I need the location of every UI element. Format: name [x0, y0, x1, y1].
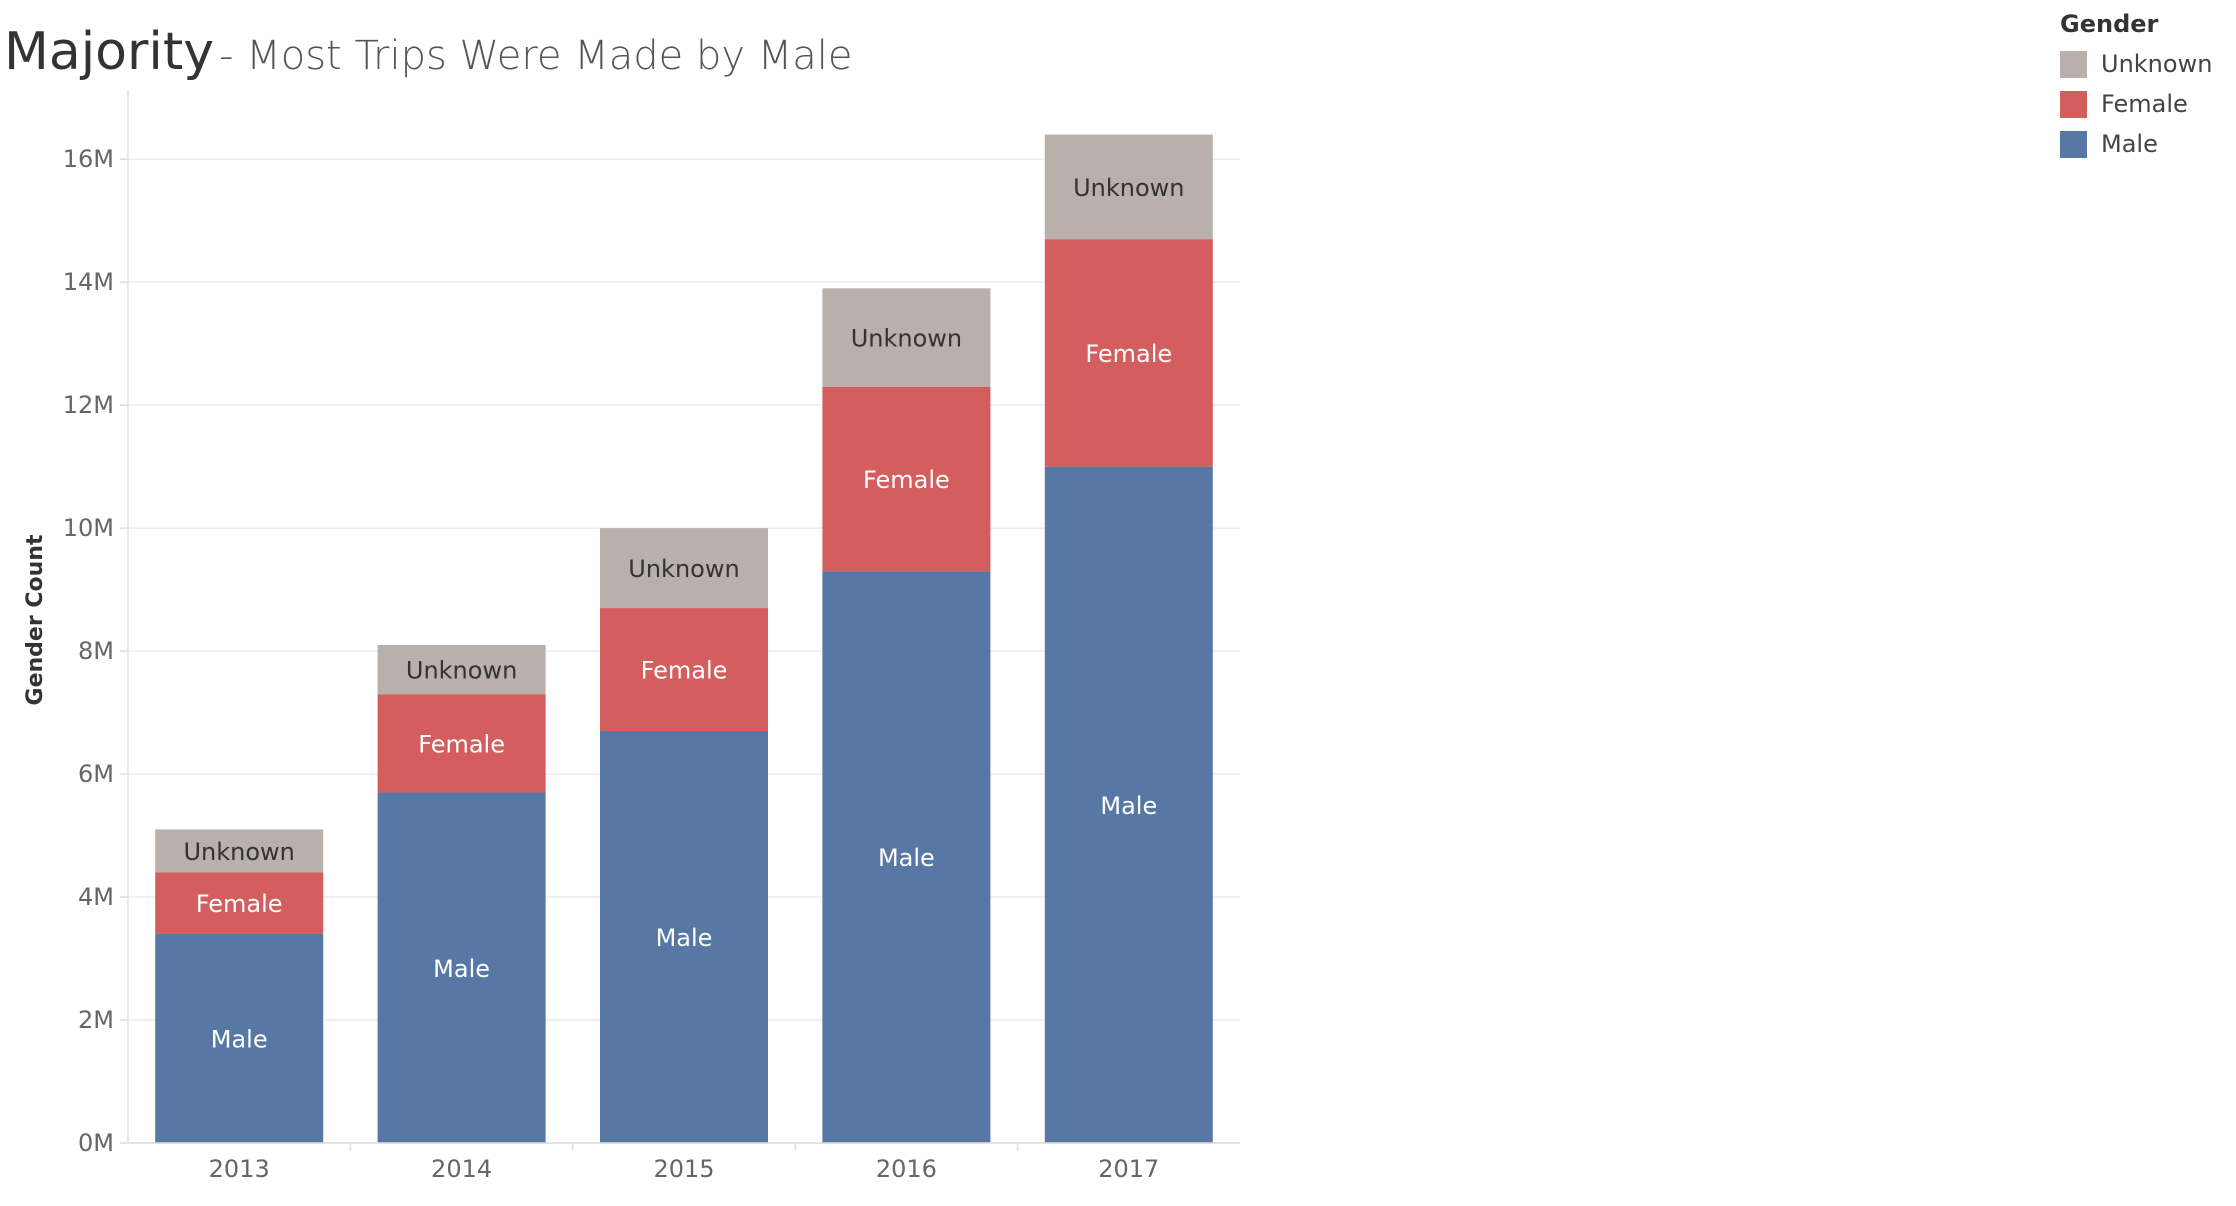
legend-swatch-female [2060, 90, 2087, 118]
x-tick-label-2016: 2016 [876, 1155, 937, 1183]
bar-segment-male-2013[interactable] [155, 933, 324, 1143]
bar-label-unknown-2016: Unknown [851, 325, 962, 353]
x-tick-label-2014: 2014 [431, 1155, 492, 1183]
bar-segment-unknown-2017[interactable] [1044, 134, 1213, 240]
bar-segment-female-2014[interactable] [377, 694, 546, 793]
y-tick-label: 0M [78, 1129, 114, 1157]
bar-segment-female-2015[interactable] [600, 608, 768, 732]
x-tick-label-2013: 2013 [209, 1155, 270, 1183]
bar-label-female-2013: Female [196, 890, 283, 918]
y-tick-label: 8M [78, 637, 114, 665]
y-tick-label: 14M [63, 268, 114, 296]
legend-label-female: Female [2101, 90, 2188, 118]
x-tick-label-2015: 2015 [653, 1155, 714, 1183]
y-tick-label: 2M [78, 1006, 114, 1034]
bars: Male Female Unknown Male Female Unknown Male Fe… [155, 134, 1213, 1143]
chart-title-main: Majority [4, 22, 214, 82]
legend-label-unknown: Unknown [2101, 50, 2213, 78]
axes: 0M 2M 4M 6M 8M 10M 12M 14M 16M 2013 2014 2015 2016 20… [63, 90, 1240, 1183]
bar-segment-male-2014[interactable] [377, 792, 546, 1143]
bar-label-female-2016: Female [863, 466, 950, 494]
legend: Gender Unknown Female Male [2060, 10, 2230, 164]
bar-segment-unknown-2014[interactable] [377, 644, 546, 695]
y-tick-label: 6M [78, 760, 114, 788]
bar-segment-male-2017[interactable] [1044, 466, 1213, 1143]
bar-segment-unknown-2015[interactable] [600, 528, 768, 609]
bar-segment-female-2013[interactable] [155, 872, 324, 934]
legend-item-female[interactable]: Female [2060, 84, 2230, 124]
y-axis-title: Gender Count [23, 534, 48, 705]
bar-segment-male-2016[interactable] [822, 571, 991, 1143]
legend-title: Gender [2060, 10, 2159, 38]
bar-label-female-2014: Female [418, 730, 505, 758]
chart-subtitle: - Most Trips Were Made by Male [219, 33, 853, 79]
bar-label-male-2015: Male [656, 924, 713, 952]
legend-swatch-unknown [2060, 50, 2087, 78]
bar-label-unknown-2017: Unknown [1073, 174, 1184, 202]
legend-item-male[interactable]: Male [2060, 124, 2230, 164]
legend-label-male: Male [2101, 130, 2158, 158]
bar-segment-male-2015[interactable] [600, 731, 768, 1143]
bar-label-male-2014: Male [433, 955, 490, 983]
y-tick-label: 16M [63, 145, 114, 173]
bar-label-male-2013: Male [211, 1025, 268, 1053]
bar-label-female-2015: Female [641, 657, 728, 685]
y-tick-label: 10M [63, 514, 114, 542]
bar-label-male-2017: Male [1100, 792, 1157, 820]
bar-segment-unknown-2016[interactable] [822, 288, 991, 387]
y-tick-label: 4M [78, 883, 114, 911]
bar-segment-unknown-2013[interactable] [155, 829, 324, 873]
bar-segment-female-2016[interactable] [822, 386, 991, 572]
bar-segment-female-2017[interactable] [1044, 239, 1213, 467]
bar-label-male-2016: Male [878, 844, 935, 872]
bar-label-unknown-2015: Unknown [628, 555, 739, 583]
bar-label-unknown-2013: Unknown [183, 838, 294, 866]
legend-swatch-male [2060, 130, 2087, 158]
x-tick-label-2017: 2017 [1098, 1155, 1159, 1183]
bar-label-unknown-2014: Unknown [406, 657, 517, 685]
bar-label-female-2017: Female [1085, 340, 1172, 368]
chart-title: Majority - Most Trips Were Made by Male [4, 22, 852, 82]
legend-item-unknown[interactable]: Unknown [2060, 44, 2230, 84]
y-tick-label: 12M [63, 391, 114, 419]
